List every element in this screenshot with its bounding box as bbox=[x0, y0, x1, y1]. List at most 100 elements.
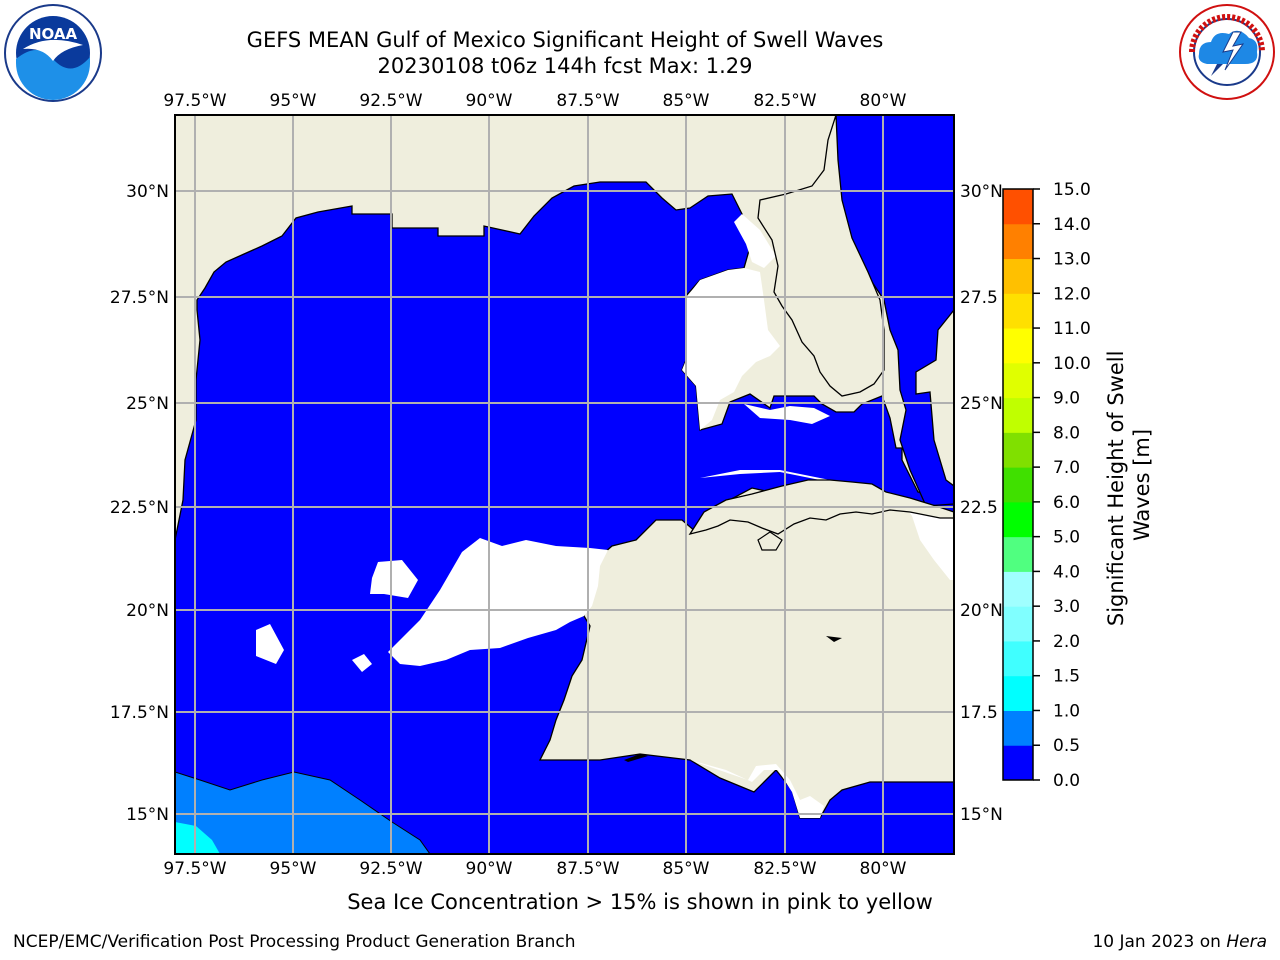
colorbar-tick-label: 5.0 bbox=[1053, 528, 1080, 548]
colorbar-tick-label: 10.0 bbox=[1053, 354, 1091, 374]
lat-label-right: 20°N bbox=[960, 601, 1003, 621]
lat-label-left: 17.5°N bbox=[110, 703, 169, 723]
lon-label-bottom: 87.5°W bbox=[556, 859, 619, 879]
colorbar-block bbox=[1003, 640, 1033, 677]
white-patch-keys bbox=[744, 404, 830, 424]
lon-label-bottom: 90°W bbox=[466, 859, 513, 879]
lon-labels-bottom: 97.5°W 95°W 92.5°W 90°W 87.5°W 85°W 82.5… bbox=[163, 859, 906, 879]
white-patch-bay-campeche-a bbox=[256, 624, 284, 664]
lon-label-top: 87.5°W bbox=[556, 91, 619, 111]
colorbar-tick-label: 1.5 bbox=[1053, 667, 1080, 687]
colorbar-block bbox=[1003, 258, 1033, 294]
colorbar-block bbox=[1003, 362, 1033, 399]
colorbar-tick-label: 4.0 bbox=[1053, 562, 1080, 582]
lat-label-left: 30°N bbox=[126, 182, 169, 202]
colorbar-block bbox=[1003, 397, 1033, 433]
colorbar-tick-label: 6.0 bbox=[1053, 493, 1080, 513]
lon-label-top: 92.5°W bbox=[359, 91, 422, 111]
noaa-logo-icon: NOAA bbox=[4, 4, 102, 102]
sea-ice-note: Sea Ice Concentration > 15% is shown in … bbox=[347, 890, 933, 914]
white-patch-honduras bbox=[690, 760, 824, 818]
lat-label-right: 22.5 bbox=[960, 498, 998, 518]
colorbar-tick-label: 15.0 bbox=[1053, 180, 1091, 200]
lon-label-bottom: 97.5°W bbox=[163, 859, 226, 879]
colorbar-tick-label: 8.0 bbox=[1053, 423, 1080, 443]
graticule bbox=[175, 115, 954, 854]
colorbar-blocks bbox=[1003, 189, 1033, 781]
land-isla-juventud bbox=[757, 531, 783, 551]
ocean-pacific-swell-light bbox=[175, 822, 220, 854]
colorbar-block bbox=[1003, 675, 1033, 711]
chart-subtitle: 20230108 t06z 144h fcst Max: 1.29 bbox=[377, 54, 753, 78]
lat-label-right: 25°N bbox=[960, 394, 1003, 414]
colorbar-block bbox=[1003, 710, 1033, 746]
colorbar-block bbox=[1003, 536, 1033, 572]
white-patch-bay-campeche-b bbox=[352, 654, 372, 672]
colorbar-tick-label: 2.0 bbox=[1053, 632, 1080, 652]
land-cayman-spot bbox=[624, 754, 648, 762]
colorbar-tick-label: 3.0 bbox=[1053, 597, 1080, 617]
white-patch-apalachee bbox=[734, 214, 776, 268]
colorbar-tick-label: 12.0 bbox=[1053, 284, 1091, 304]
lat-label-left: 15°N bbox=[126, 805, 169, 825]
colorbar-tick-label: 0.5 bbox=[1053, 736, 1080, 756]
lat-label-right: 27.5 bbox=[960, 288, 998, 308]
ocean-gulf-of-mexico bbox=[175, 181, 954, 854]
colorbar-tick-label: 13.0 bbox=[1053, 250, 1091, 270]
lon-label-bottom: 80°W bbox=[860, 859, 907, 879]
white-patch-yucatan-shelf bbox=[388, 538, 608, 666]
lat-label-left: 27.5°N bbox=[110, 288, 169, 308]
footer-host: Hera bbox=[1226, 932, 1267, 952]
colorbar-tick-label: 11.0 bbox=[1053, 319, 1091, 339]
colorbar-tick-label: 9.0 bbox=[1053, 389, 1080, 409]
colorbar-block bbox=[1003, 189, 1033, 225]
colorbar-block bbox=[1003, 501, 1033, 538]
footer-credit: NCEP/EMC/Verification Post Processing Pr… bbox=[13, 932, 576, 952]
colorbar-block bbox=[1003, 571, 1033, 607]
lat-label-right: 30°N bbox=[960, 182, 1003, 202]
white-patch-big-bend bbox=[682, 268, 780, 430]
footer-date: 10 Jan 2023 on Hera bbox=[1092, 932, 1267, 952]
lat-label-right: 15°N bbox=[960, 805, 1003, 825]
lon-label-top: 95°W bbox=[270, 91, 317, 111]
lon-label-bottom: 85°W bbox=[663, 859, 710, 879]
noaa-logo-text: NOAA bbox=[29, 25, 78, 43]
colorbar-frame bbox=[1002, 188, 1034, 781]
map-frame bbox=[174, 114, 955, 855]
colorbar-tick-label: 1.0 bbox=[1053, 701, 1080, 721]
lon-label-bottom: 92.5°W bbox=[359, 859, 422, 879]
lon-label-bottom: 95°W bbox=[270, 859, 317, 879]
lon-labels-top: 97.5°W 95°W 92.5°W 90°W 87.5°W 85°W 82.5… bbox=[163, 91, 906, 111]
colorbar-label: Significant Height of Swell Waves [m] bbox=[1104, 344, 1154, 626]
lat-labels-right: 30°N 27.5 25°N 22.5 20°N 17.5 15°N bbox=[960, 182, 1003, 825]
lat-label-right: 17.5 bbox=[960, 703, 998, 723]
colorbar-tick-label: 14.0 bbox=[1053, 215, 1091, 235]
colorbar-block bbox=[1003, 467, 1033, 503]
lon-label-top: 80°W bbox=[860, 91, 907, 111]
colorbar-block bbox=[1003, 223, 1033, 260]
lon-label-top: 90°W bbox=[466, 91, 513, 111]
lon-label-top: 82.5°W bbox=[753, 91, 816, 111]
lat-label-left: 22.5°N bbox=[110, 498, 169, 518]
colorbar-tick-label: 0.0 bbox=[1053, 771, 1080, 791]
colorbar-label-line2: Waves [m] bbox=[1130, 429, 1154, 541]
colorbar-block bbox=[1003, 606, 1033, 642]
lat-label-left: 25°N bbox=[126, 394, 169, 414]
lat-labels-left: 30°N 27.5°N 25°N 22.5°N 20°N 17.5°N 15°N bbox=[110, 182, 169, 825]
colorbar-ticks: 15.0 14.0 13.0 12.0 11.0 10.0 9.0 8.0 7.0 6.0 5.0 4… bbox=[1033, 180, 1091, 791]
lon-label-top: 85°W bbox=[663, 91, 710, 111]
white-patch-yucatan-north bbox=[370, 560, 418, 598]
lon-label-bottom: 82.5°W bbox=[753, 859, 816, 879]
colorbar-block bbox=[1003, 432, 1033, 468]
colorbar-tick-label: 7.0 bbox=[1053, 458, 1080, 478]
colorbar-block bbox=[1003, 293, 1033, 329]
colorbar-label-line1: Significant Height of Swell bbox=[1104, 351, 1128, 627]
colorbar-block bbox=[1003, 328, 1033, 364]
chart-title: GEFS MEAN Gulf of Mexico Significant Hei… bbox=[246, 28, 884, 52]
nws-logo-icon bbox=[1179, 4, 1275, 100]
lat-label-left: 20°N bbox=[126, 601, 169, 621]
land-jamaica-spot bbox=[826, 636, 842, 642]
colorbar-block bbox=[1003, 745, 1033, 781]
footer-date-text: 10 Jan 2023 on bbox=[1092, 932, 1227, 952]
